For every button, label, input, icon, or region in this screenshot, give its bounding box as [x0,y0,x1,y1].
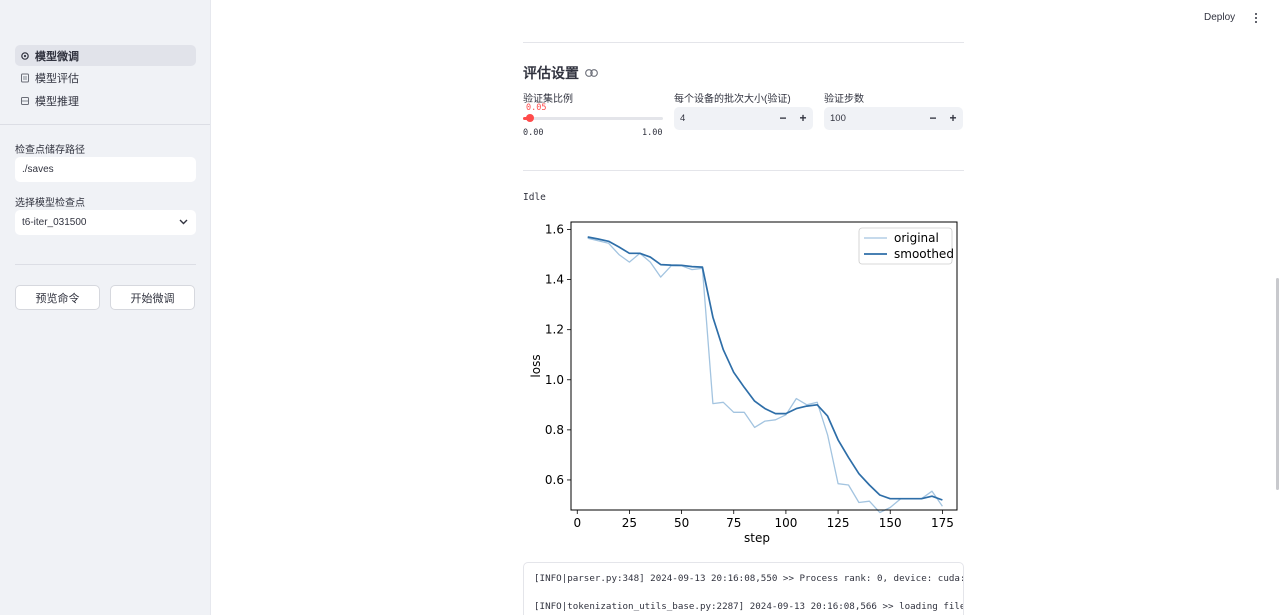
checkpoint-path-value: ./saves [22,164,54,175]
nav-item-evaluate[interactable]: 模型评估 [15,68,196,89]
sidebar-divider-2 [15,264,196,265]
y-axis-label: loss [529,354,543,377]
val-ratio-max: 1.00 [642,128,663,138]
nav-item-label: 模型评估 [35,73,79,86]
nav-item-inference[interactable]: 模型推理 [15,90,196,111]
y-tick-label: 1.2 [545,323,564,337]
x-tick-label: 0 [573,516,581,530]
batch-size-decrement-button[interactable]: − [779,111,787,125]
link-icon[interactable] [585,69,598,77]
sidebar-nav: 模型微调 模型评估 模型推理 [15,45,196,113]
series-line-original [587,237,943,514]
deploy-button[interactable]: Deploy [1204,12,1236,23]
checkpoint-select-label: 选择模型检查点 [15,198,85,209]
grid-icon [20,96,30,106]
eval-settings-title-text: 评估设置 [523,65,579,81]
x-tick-label: 50 [674,516,689,530]
x-tick-label: 125 [827,516,850,530]
log-output: [INFO|parser.py:348] 2024-09-13 20:16:08… [523,562,964,615]
val-ratio-min: 0.00 [523,128,544,138]
checkpoint-select[interactable]: t6-iter_031500 [15,210,196,235]
sidebar: 模型微调 模型评估 模型推理 检查点储存路径 ./saves 选择模型检查点 t… [0,0,211,615]
y-tick-label: 0.8 [545,423,564,437]
plot-frame [570,221,958,511]
section-divider-middle [523,170,964,171]
x-tick-label: 25 [622,516,637,530]
val-ratio-value: 0.05 [526,103,547,113]
page-scrollbar[interactable] [1276,278,1279,490]
eval-steps-value: 100 [830,113,846,124]
eval-steps-increment-button[interactable]: + [949,111,957,125]
eval-steps-label: 验证步数 [824,94,864,105]
val-ratio-label: 验证集比例 [523,94,573,105]
x-tick-label: 75 [726,516,741,530]
document-icon [20,73,30,83]
chevron-down-icon [179,217,188,228]
log-line: [INFO|tokenization_utils_base.py:2287] 2… [534,601,964,612]
eval-settings-title: 评估设置 [523,63,598,83]
checkpoint-select-value: t6-iter_031500 [22,217,87,228]
status-text: Idle [523,192,546,203]
nav-item-finetune[interactable]: 模型微调 [15,45,196,66]
start-finetune-button[interactable]: 开始微调 [110,285,195,310]
legend-label-original: original [894,231,939,245]
y-tick-label: 1.0 [545,373,564,387]
nav-item-label: 模型微调 [35,50,79,63]
preview-command-button[interactable]: 预览命令 [15,285,100,310]
sidebar-divider [0,124,210,125]
y-tick-label: 1.6 [545,223,564,237]
gear-icon [20,51,30,61]
batch-size-value: 4 [680,113,686,124]
section-divider-top [523,42,964,43]
val-ratio-slider-thumb[interactable] [526,114,534,122]
batch-size-label: 每个设备的批次大小(验证) [674,94,791,105]
loss-chart: 0 25 50 75 100 125 150 175 0.6 0.8 1.0 1.2 1.4 1.6 ste… [529,221,958,545]
kebab-menu-icon[interactable] [1251,11,1261,25]
legend-label-smoothed: smoothed [894,247,954,261]
x-axis-label: step [744,531,770,545]
y-tick-label: 1.4 [545,273,564,287]
val-ratio-slider-track[interactable] [523,117,663,120]
x-tick-label: 100 [774,516,797,530]
x-tick-label: 175 [931,516,954,530]
y-tick-label: 0.6 [545,473,564,487]
nav-item-label: 模型推理 [35,95,79,108]
checkpoint-path-input[interactable]: ./saves [15,157,196,182]
batch-size-input[interactable]: 4 − + [674,107,813,130]
series-line-smoothed [587,236,943,501]
x-tick-label: 150 [879,516,902,530]
eval-steps-decrement-button[interactable]: − [929,111,937,125]
log-line: [INFO|parser.py:348] 2024-09-13 20:16:08… [534,573,964,584]
batch-size-increment-button[interactable]: + [799,111,807,125]
eval-steps-input[interactable]: 100 − + [824,107,963,130]
legend-box [858,227,953,265]
checkpoint-path-label: 检查点储存路径 [15,145,85,156]
